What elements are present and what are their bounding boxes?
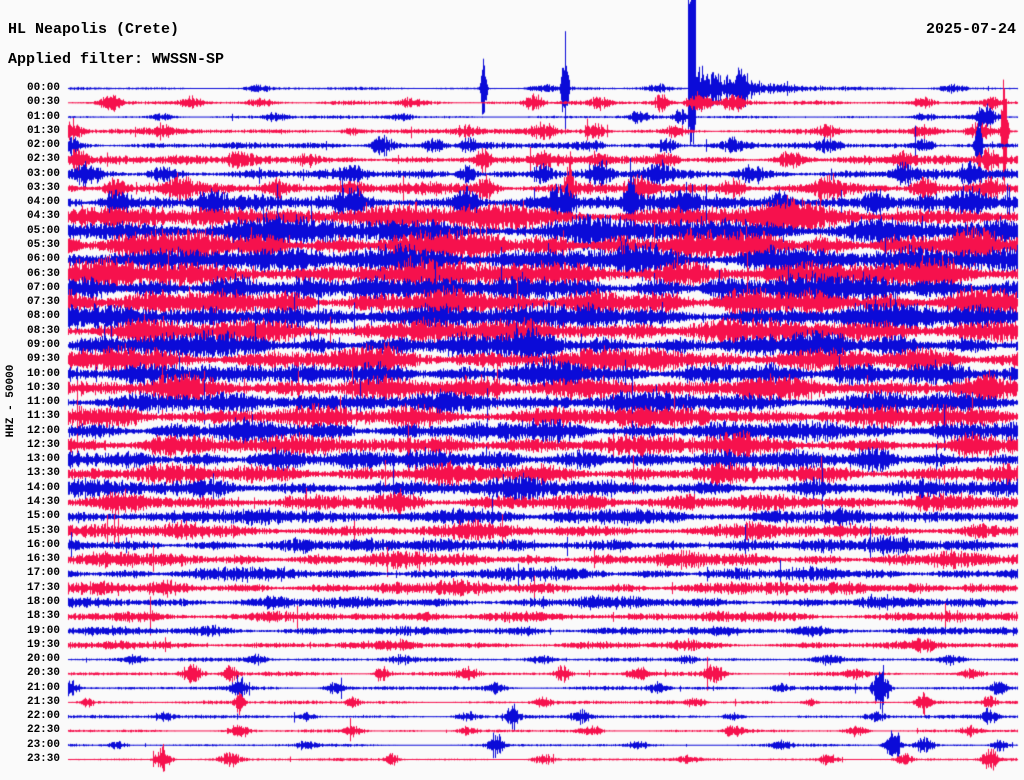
time-label: 10:00 (26, 367, 60, 380)
time-label: 07:30 (26, 296, 60, 309)
time-label: 02:30 (26, 153, 60, 166)
time-label: 19:00 (26, 624, 60, 637)
time-label: 07:00 (26, 281, 60, 294)
time-label: 10:30 (26, 381, 60, 394)
time-label: 11:30 (26, 410, 60, 423)
time-label: 01:00 (26, 110, 60, 123)
station-title: HL Neapolis (Crete) (8, 21, 180, 38)
time-label: 01:30 (26, 124, 60, 137)
time-label: 08:00 (26, 310, 60, 323)
time-label: 23:30 (26, 753, 60, 765)
time-label: 21:30 (26, 695, 60, 708)
time-label: 17:30 (26, 581, 60, 594)
time-label: 13:30 (26, 467, 60, 480)
time-label: 00:00 (26, 82, 60, 94)
time-axis-labels: 00:00 00:30 01:00 01:30 02:00 02:30 03:00 03:30… (0, 0, 60, 780)
time-label: 22:30 (26, 724, 60, 737)
time-label: 12:00 (26, 424, 60, 437)
time-label: 09:30 (26, 353, 60, 366)
time-label: 14:30 (26, 496, 60, 509)
time-label: 05:30 (26, 239, 60, 252)
time-label: 03:30 (26, 181, 60, 194)
time-label: 12:30 (26, 438, 60, 451)
time-label: 17:00 (26, 567, 60, 580)
time-label: 11:00 (26, 396, 60, 409)
time-label: 06:30 (26, 267, 60, 280)
time-label: 21:00 (26, 681, 60, 694)
time-label: 16:00 (26, 538, 60, 551)
date-label: 2025-07-24 (925, 21, 1016, 38)
time-label: 02:00 (26, 139, 60, 152)
time-label: 23:00 (26, 738, 60, 751)
time-label: 18:00 (26, 595, 60, 608)
time-label: 05:00 (26, 224, 60, 237)
time-label: 15:30 (26, 524, 60, 537)
time-label: 06:00 (26, 253, 60, 266)
time-label: 18:30 (26, 610, 60, 623)
time-label: 00:30 (26, 96, 60, 109)
time-label: 09:00 (26, 338, 60, 351)
time-label: 13:00 (26, 453, 60, 466)
time-label: 16:30 (26, 553, 60, 566)
time-label: 20:30 (26, 667, 60, 680)
time-label: 14:00 (26, 481, 60, 494)
time-label: 04:00 (26, 196, 60, 209)
time-label: 19:30 (26, 638, 60, 651)
time-label: 15:00 (26, 510, 60, 523)
time-label: 20:00 (26, 653, 60, 666)
time-label: 03:00 (26, 167, 60, 180)
time-label: 08:30 (26, 324, 60, 337)
time-label: 22:00 (26, 710, 60, 723)
time-label: 04:30 (26, 210, 60, 223)
applied-filter-label: Applied filter: WWSSN-SP (8, 51, 225, 68)
